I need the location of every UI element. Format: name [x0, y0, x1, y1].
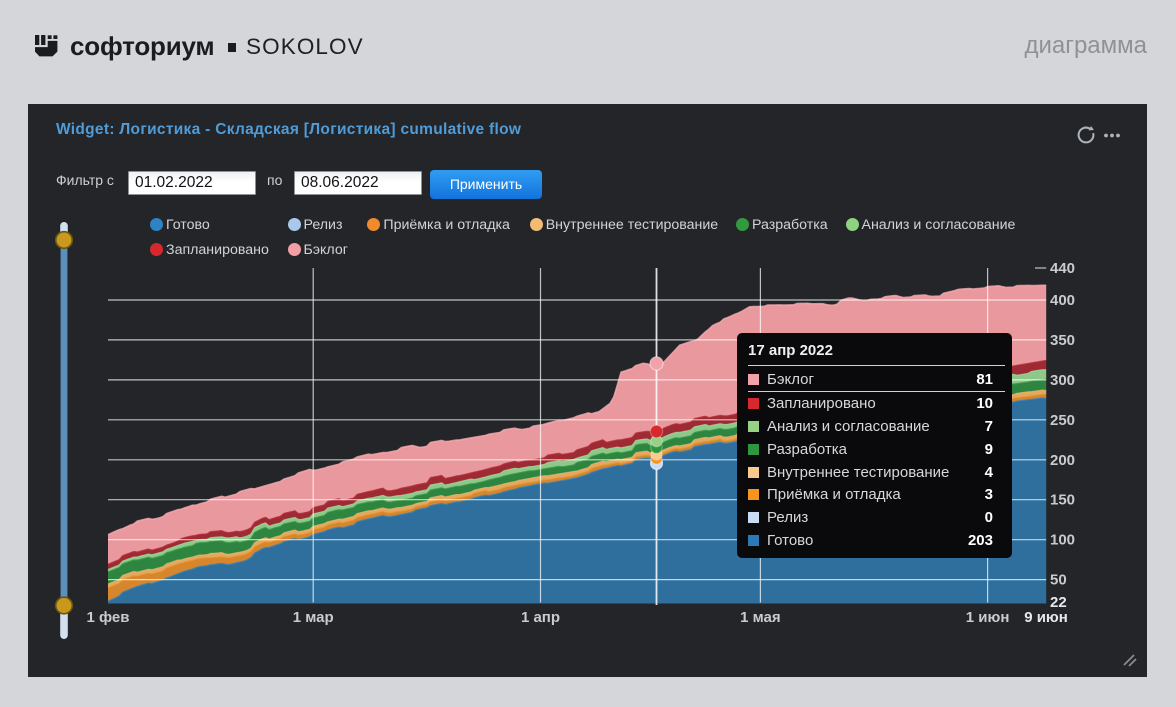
svg-text:9 июн: 9 июн — [1024, 609, 1068, 626]
svg-text:1 мая: 1 мая — [740, 609, 781, 626]
svg-text:400: 400 — [1050, 292, 1075, 309]
svg-text:1 мар: 1 мар — [293, 609, 334, 626]
svg-text:250: 250 — [1050, 412, 1075, 429]
svg-text:300: 300 — [1050, 372, 1075, 389]
svg-text:50: 50 — [1050, 572, 1067, 589]
svg-text:350: 350 — [1050, 332, 1075, 349]
svg-text:1 апр: 1 апр — [521, 609, 560, 626]
svg-text:1 июн: 1 июн — [966, 609, 1010, 626]
svg-text:22: 22 — [1050, 594, 1067, 611]
svg-text:200: 200 — [1050, 452, 1075, 469]
svg-text:100: 100 — [1050, 532, 1075, 549]
svg-text:1 фев: 1 фев — [86, 609, 129, 626]
svg-text:150: 150 — [1050, 492, 1075, 509]
svg-text:440: 440 — [1050, 260, 1075, 277]
